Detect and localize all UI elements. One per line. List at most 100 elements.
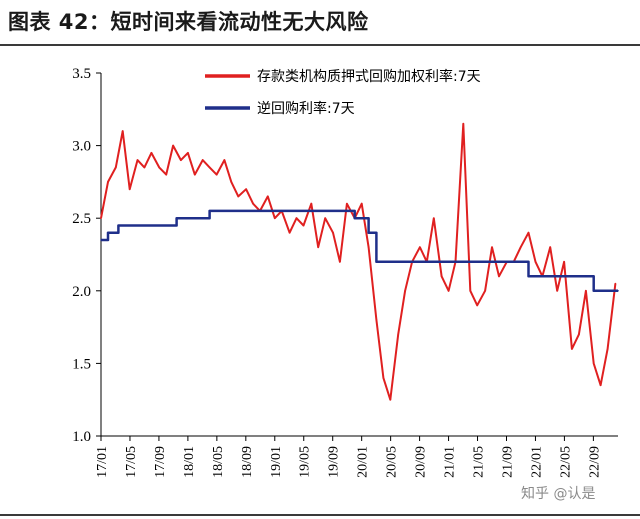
series-point-dr007 [165,173,167,176]
series-point-dr007 [519,246,522,248]
series-point-reverse-repo [194,217,196,219]
series-point-dr007 [585,290,587,292]
series-point-reverse-repo [527,261,530,263]
series-point-dr007 [107,181,109,183]
series-point-dr007 [404,290,406,292]
series-line-reverse-repo [101,209,618,293]
series-point-dr007 [215,173,218,176]
x-tick-label: 19/05 [298,446,313,478]
series-point-dr007 [143,166,146,169]
series-point-dr007 [332,231,334,234]
series-point-dr007 [433,217,435,219]
series-point-dr007 [346,202,348,205]
series-point-dr007 [556,290,558,292]
series-point-dr007 [128,188,131,190]
series-point-dr007 [288,231,291,234]
series-point-dr007 [339,261,341,263]
series-point-reverse-repo [375,231,378,234]
series-point-dr007 [592,362,595,365]
series-point-dr007 [324,217,327,219]
series-point-dr007 [136,159,139,161]
series-point-dr007 [267,195,269,198]
series-point-dr007 [571,348,573,350]
title-divider [0,44,640,46]
series-point-dr007 [302,224,305,227]
series-point-dr007 [237,195,240,198]
x-tick-label: 19/09 [327,446,342,478]
series-point-dr007 [614,282,617,285]
x-tick-label: 20/01 [356,446,371,478]
series-point-dr007 [534,261,537,263]
series-point-reverse-repo [353,210,356,212]
x-tick-label: 21/09 [500,446,515,478]
series-point-dr007 [491,246,493,248]
series-point-dr007 [172,144,174,147]
y-tick-label: 1.0 [72,429,91,445]
series-point-reverse-repo [208,217,211,219]
x-tick-label: 18/01 [182,446,197,478]
watermark: 知乎 @认是 [521,486,596,502]
series-point-dr007 [484,290,486,292]
legend-label: 存款类机构质押式回购加权利率:7天 [257,68,481,85]
series-point-dr007 [100,217,102,219]
series-point-reverse-repo [117,224,120,227]
series-point-dr007 [367,246,370,248]
series-point-reverse-repo [100,239,102,241]
series-point-reverse-repo [592,290,595,292]
series-point-dr007 [397,333,400,336]
x-tick-label: 21/05 [472,446,487,478]
series-point-reverse-repo [353,217,356,219]
series-point-dr007 [150,152,153,154]
x-tick-label: 22/05 [558,446,573,478]
series-point-dr007 [462,123,465,125]
series-line-dr007 [100,122,617,401]
series-point-dr007 [360,202,363,205]
series-point-dr007 [295,217,298,219]
series-point-dr007 [187,152,189,154]
series-point-dr007 [599,384,602,387]
series-point-dr007 [230,181,233,183]
series-point-dr007 [578,333,580,336]
x-tick-label: 18/09 [240,446,255,478]
legend-label: 逆回购利率:7天 [257,100,355,117]
series-point-reverse-repo [208,210,211,212]
series-point-reverse-repo [375,261,378,263]
series-point-dr007 [121,130,124,132]
series-point-dr007 [158,166,160,169]
x-tick-label: 17/09 [153,446,168,478]
series-point-dr007 [563,261,565,263]
series-point-dr007 [527,231,530,234]
series-point-dr007 [194,173,196,176]
series-point-dr007 [115,166,117,169]
series-point-dr007 [382,377,385,379]
series-layer [100,122,619,401]
x-tick-label: 20/09 [414,446,429,478]
series-point-reverse-repo [175,217,178,219]
y-tick-label: 3.5 [72,66,91,82]
series-point-dr007 [252,202,254,205]
series-point-reverse-repo [367,231,370,234]
series-point-dr007 [549,246,551,248]
x-tick-label: 22/09 [587,446,602,478]
series-point-dr007 [180,159,182,161]
series-point-dr007 [274,217,276,219]
series-point-dr007 [419,246,421,248]
series-point-reverse-repo [107,239,109,241]
series-point-reverse-repo [175,224,178,227]
series-point-dr007 [310,202,313,205]
x-tick-label: 19/01 [269,446,284,478]
series-point-reverse-repo [367,217,370,219]
y-tick-label: 3.0 [72,139,91,155]
x-tick-label: 21/01 [443,446,458,478]
series-point-dr007 [440,275,443,278]
series-point-dr007 [208,166,211,169]
series-point-dr007 [606,348,609,350]
chart-title: 图表 42：短时间来看流动性无大风险 [8,10,369,34]
axes: 3.5 3.0 2.5 2.0 1.5 1.0 17/01 17/05 17/09 18/01 18… [72,66,618,478]
series-point-dr007 [201,159,204,161]
x-tick-label: 20/05 [385,446,400,478]
series-point-reverse-repo [117,231,120,234]
series-point-dr007 [375,319,378,321]
series-point-reverse-repo [617,290,619,292]
